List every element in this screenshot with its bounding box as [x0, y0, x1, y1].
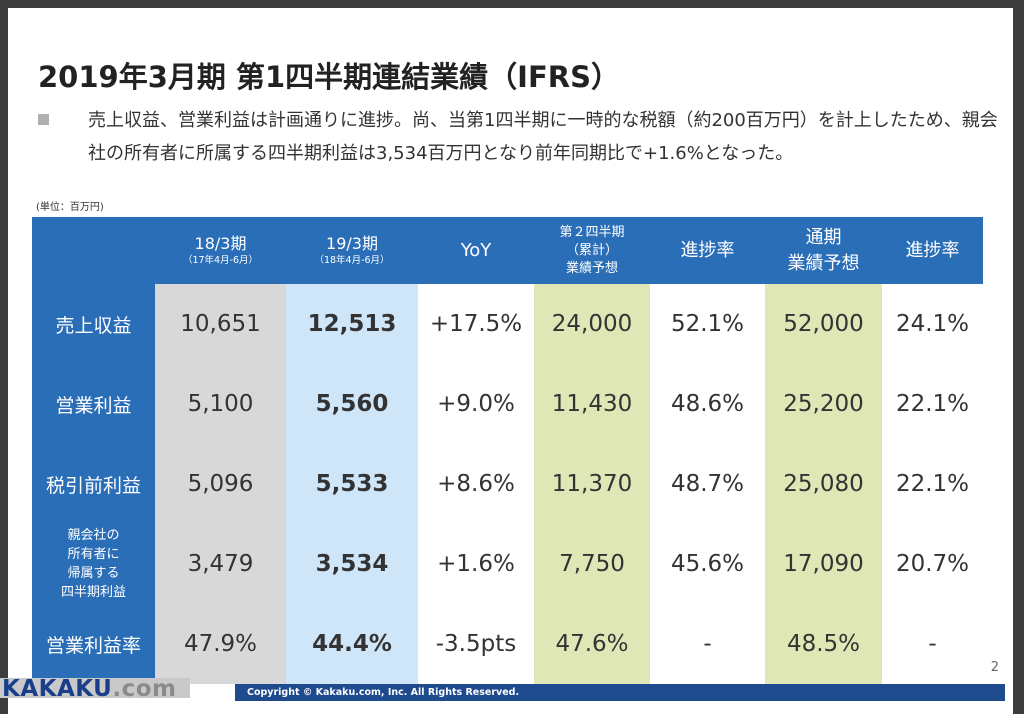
logo-backdrop — [0, 678, 190, 698]
header-curr-sub: （18年4月-6月） — [314, 254, 390, 266]
cell-curr: 5,533 — [286, 444, 418, 524]
cell-yoy: +8.6% — [418, 444, 534, 524]
cell-prev: 5,100 — [155, 364, 286, 444]
header-progress-q2: 進捗率 — [650, 217, 765, 284]
cell-curr: 44.4% — [286, 604, 418, 684]
cell-progress-full: 24.1% — [882, 284, 983, 364]
row-label: 税引前利益 — [32, 444, 155, 524]
table-row: 税引前利益 5,096 5,533 +8.6% 11,370 48.7% 25,… — [32, 444, 983, 524]
table-row: 営業利益 5,100 5,560 +9.0% 11,430 48.6% 25,2… — [32, 364, 983, 444]
logo-dotcom: .com — [112, 676, 177, 702]
header-curr: 19/3期 （18年4月-6月） — [286, 217, 418, 284]
cell-progress-q2: 48.6% — [650, 364, 765, 444]
row-label-line: 所有者に — [67, 547, 120, 562]
cell-progress-full: 22.1% — [882, 364, 983, 444]
row-label: 売上収益 — [32, 284, 155, 364]
header-empty — [32, 217, 155, 284]
table-row: 営業利益率 47.9% 44.4% -3.5pts 47.6% - 48.5% … — [32, 604, 983, 684]
cell-q2: 24,000 — [534, 284, 650, 364]
cell-yoy: -3.5pts — [418, 604, 534, 684]
cell-full: 25,080 — [765, 444, 882, 524]
cell-q2: 11,430 — [534, 364, 650, 444]
cell-yoy: +9.0% — [418, 364, 534, 444]
cell-prev: 10,651 — [155, 284, 286, 364]
cell-prev: 47.9% — [155, 604, 286, 684]
row-label: 営業利益率 — [32, 604, 155, 684]
cell-full: 48.5% — [765, 604, 882, 684]
row-label-line: 四半期利益 — [60, 585, 126, 600]
header-prev: 18/3期 （17年4月-6月） — [155, 217, 286, 284]
header-q2: 第２四半期 （累計） 業績予想 — [534, 217, 650, 284]
cell-progress-full: 20.7% — [882, 524, 983, 604]
kakaku-logo: kakaku.com — [2, 676, 176, 702]
summary-text: 売上収益、営業利益は計画通りに進捗。尚、当第1四半期に一時的な税額（約200百万… — [88, 110, 998, 164]
cell-progress-q2: 52.1% — [650, 284, 765, 364]
header-full-l1: 通期 — [805, 226, 842, 248]
header-q2-l2: （累計） — [565, 242, 618, 258]
cell-progress-full: 22.1% — [882, 444, 983, 524]
unit-label: (単位：百万円) — [36, 202, 104, 213]
header-progress-full: 進捗率 — [882, 217, 983, 284]
row-label: 営業利益 — [32, 364, 155, 444]
cell-progress-q2: 48.7% — [650, 444, 765, 524]
header-yoy: YoY — [418, 217, 534, 284]
header-curr-main: 19/3期 — [326, 233, 378, 253]
header-prev-main: 18/3期 — [194, 233, 247, 253]
logo-main: kakaku — [2, 676, 113, 702]
cell-full: 17,090 — [765, 524, 882, 604]
row-label-line: 帰属する — [67, 566, 120, 581]
cell-full: 52,000 — [765, 284, 882, 364]
cell-progress-full: - — [882, 604, 983, 684]
copyright-bar: Copyright © Kakaku.com, Inc. All Rights … — [235, 684, 1005, 701]
slide: 2019年3月期 第1四半期連結業績（IFRS） 売上収益、営業利益は計画通りに… — [8, 8, 1013, 714]
header-full: 通期 業績予想 — [765, 217, 882, 284]
header-full-l2: 業績予想 — [787, 252, 860, 274]
cell-curr: 12,513 — [286, 284, 418, 364]
results-table: 18/3期 （17年4月-6月） 19/3期 （18年4月-6月） YoY 第２… — [32, 217, 983, 684]
cell-progress-q2: - — [650, 604, 765, 684]
table-header-row: 18/3期 （17年4月-6月） 19/3期 （18年4月-6月） YoY 第２… — [32, 217, 983, 284]
header-q2-l3: 業績予想 — [565, 260, 618, 276]
cell-q2: 47.6% — [534, 604, 650, 684]
cell-curr: 3,534 — [286, 524, 418, 604]
header-prev-sub: （17年4月-6月） — [182, 254, 259, 266]
cell-yoy: +17.5% — [418, 284, 534, 364]
page-title: 2019年3月期 第1四半期連結業績（IFRS） — [38, 60, 620, 94]
table-row: 親会社の 所有者に 帰属する 四半期利益 3,479 3,534 +1.6% 7… — [32, 524, 983, 604]
cell-prev: 3,479 — [155, 524, 286, 604]
row-label-line: 親会社の — [67, 528, 120, 543]
cell-prev: 5,096 — [155, 444, 286, 524]
cell-full: 25,200 — [765, 364, 882, 444]
page-number: 2 — [990, 660, 999, 675]
cell-yoy: +1.6% — [418, 524, 534, 604]
cell-q2: 7,750 — [534, 524, 650, 604]
bullet-square-icon — [38, 114, 49, 125]
row-label: 親会社の 所有者に 帰属する 四半期利益 — [32, 524, 155, 604]
cell-curr: 5,560 — [286, 364, 418, 444]
table-row: 売上収益 10,651 12,513 +17.5% 24,000 52.1% 5… — [32, 284, 983, 364]
header-q2-l1: 第２四半期 — [559, 224, 625, 240]
cell-q2: 11,370 — [534, 444, 650, 524]
cell-progress-q2: 45.6% — [650, 524, 765, 604]
